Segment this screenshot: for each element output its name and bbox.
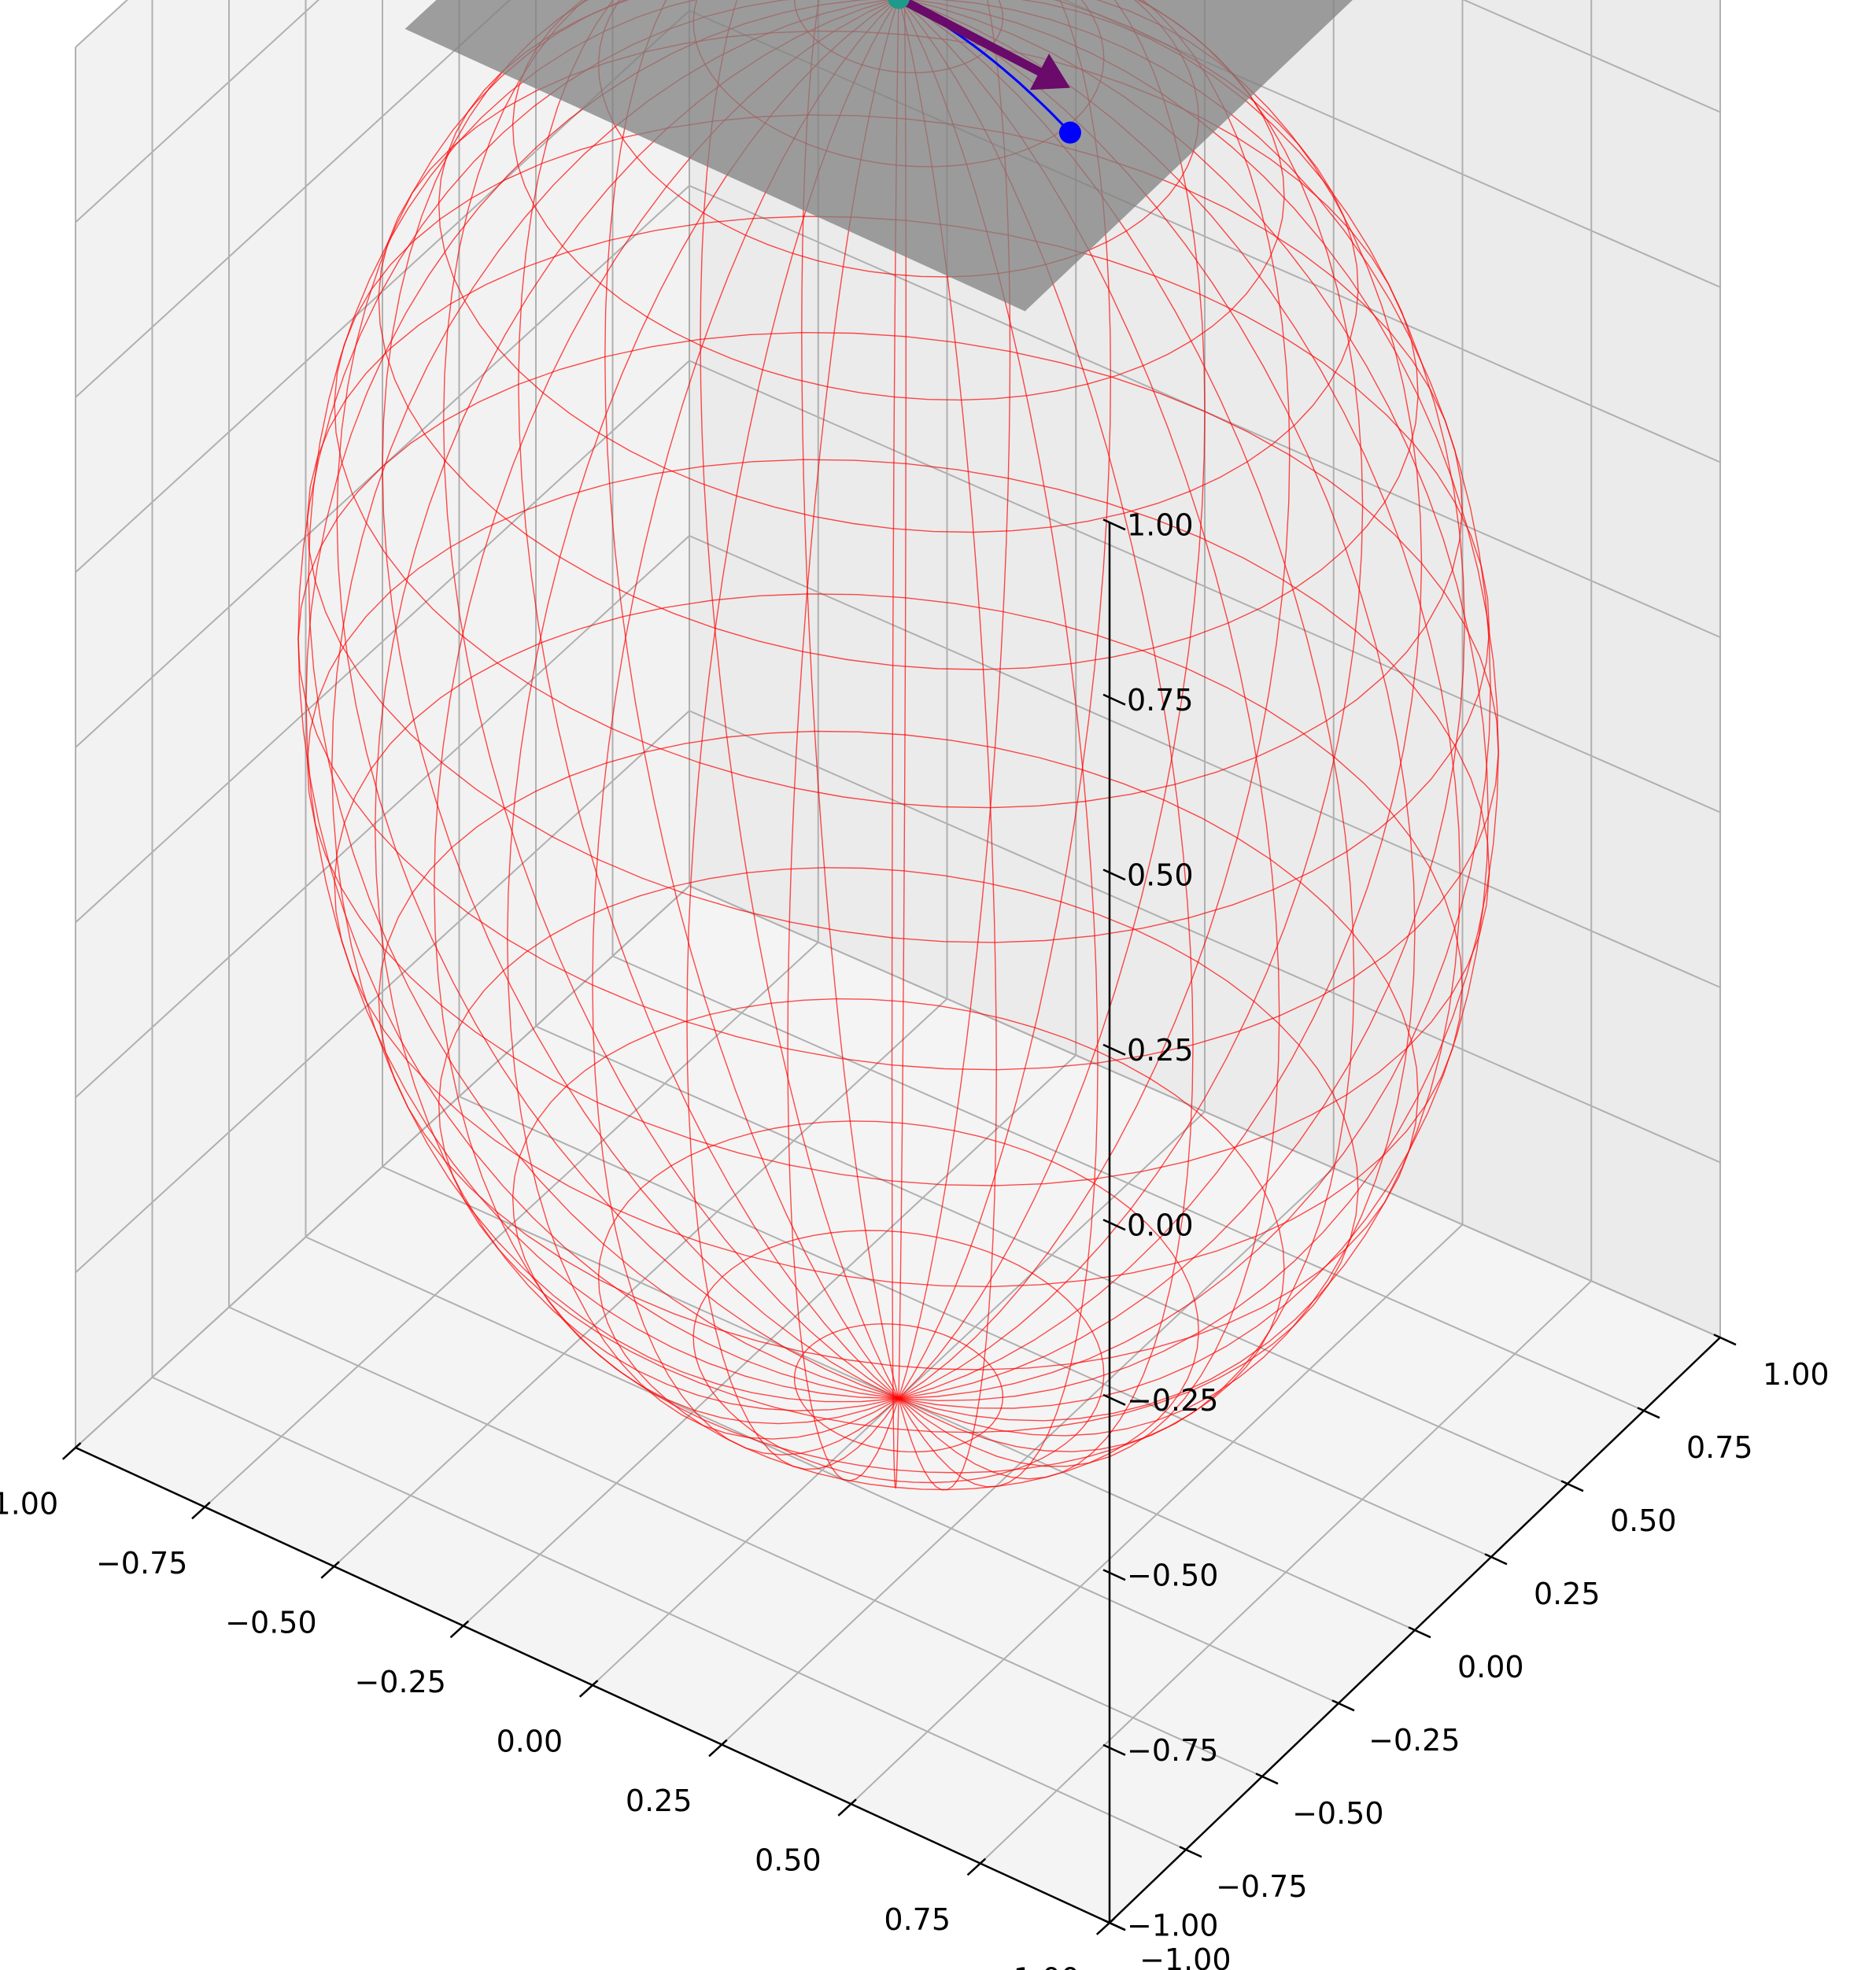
tick-marks [61, 518, 1737, 1935]
tick-mark [578, 1680, 599, 1698]
grid-line [721, 1168, 1335, 1746]
z-tick-label: −0.50 [1127, 1559, 1218, 1593]
sphere-meridian [374, 0, 899, 1411]
x-tick-label: −0.25 [354, 1665, 445, 1699]
tick-mark [1484, 1553, 1508, 1566]
x-tick-labels: −1.00 −0.75 −0.50 −0.25 0.00 0.25 0.50 0.75 1.00 [0, 1487, 1080, 1970]
sphere-meridian [507, 0, 899, 1440]
tangent-vector [895, 0, 1070, 90]
pane-floor [76, 886, 1720, 1923]
y-tick-label: −0.75 [1216, 1869, 1307, 1904]
sphere-meridian [891, 0, 899, 1489]
tick-mark [1713, 1334, 1737, 1346]
x-tick-label: −0.50 [225, 1606, 316, 1640]
grid-line [535, 1025, 1568, 1485]
tick-mark [191, 1501, 211, 1520]
sphere-meridian [898, 0, 1416, 1437]
tick-mark [1255, 1773, 1279, 1785]
tick-mark [708, 1739, 728, 1758]
sphere-meridian [898, 0, 1206, 1399]
sphere-meridian [898, 0, 1011, 1399]
y-tick-label: 0.25 [1534, 1577, 1601, 1611]
z-tick-label: 0.25 [1127, 1033, 1194, 1068]
tick-mark [1560, 1480, 1584, 1492]
grid-line [980, 1280, 1592, 1865]
tick-mark [1102, 518, 1126, 531]
grid-line [459, 1095, 1492, 1558]
tick-mark [320, 1561, 340, 1579]
grid-line [75, 0, 511, 398]
tick-mark [1179, 1846, 1202, 1858]
tick-mark [1637, 1407, 1660, 1419]
z-tick-label: 0.00 [1127, 1208, 1194, 1243]
tangent-plane [404, 0, 1353, 312]
tick-mark [1102, 1919, 1126, 1931]
tick-mark [1102, 1043, 1126, 1056]
x-tick-label: 0.00 [497, 1725, 563, 1759]
y-tick-label: −0.50 [1292, 1796, 1383, 1831]
tick-mark [1095, 1917, 1116, 1935]
sphere-meridian [331, 0, 899, 1403]
sphere-meridian [382, 0, 899, 1400]
z-tick-label: 0.50 [1127, 858, 1194, 893]
tick-mark [1102, 1743, 1126, 1756]
sphere-meridian [898, 0, 1355, 1452]
end-point [1058, 121, 1081, 144]
z-tick-label: 0.75 [1127, 683, 1194, 718]
tick-mark [966, 1857, 987, 1876]
tick-mark [1102, 1569, 1126, 1581]
y-tick-label: −0.25 [1368, 1723, 1460, 1758]
z-tick-labels: −1.00 −0.75 −0.50 −0.25 0.00 0.25 0.50 0.75 1.00 [1127, 508, 1218, 1943]
y-tick-label: 0.00 [1457, 1650, 1524, 1684]
sphere-meridian [518, 0, 899, 1400]
grid-line [75, 0, 320, 223]
sphere-meridian [898, 0, 1112, 1399]
x-tick-label: 1.00 [1014, 1962, 1080, 1970]
tick-mark [449, 1620, 470, 1639]
grid-line [689, 885, 1721, 1338]
x-tick-label: −0.75 [96, 1546, 187, 1581]
sphere-meridian [898, 0, 997, 1491]
sphere-meridian [442, 0, 899, 1400]
y-tick-label: 0.50 [1610, 1503, 1677, 1538]
tick-mark [1102, 693, 1126, 706]
sphere-meridian [434, 0, 899, 1425]
base-point [888, 0, 910, 9]
tick-mark [1102, 1393, 1126, 1406]
sphere-meridian [592, 0, 899, 1455]
sphere-meridian [898, 0, 1364, 1400]
x-tick-label: 0.50 [755, 1843, 822, 1878]
tick-mark [1102, 1219, 1126, 1231]
sphere-meridian [898, 0, 907, 1399]
sphere-meridian [898, 0, 1461, 1422]
grid-line [612, 955, 1645, 1411]
x-tick-label: −1.00 [0, 1487, 58, 1522]
x-tick-label: 0.75 [884, 1902, 951, 1937]
tick-mark [1408, 1626, 1431, 1639]
sphere-meridian [787, 0, 899, 1481]
tick-mark [1331, 1699, 1355, 1712]
tick-mark [837, 1798, 857, 1817]
sphere-meridian [604, 0, 899, 1399]
y-tick-label: 0.75 [1686, 1430, 1753, 1465]
grid-line [1462, 0, 1721, 113]
sphere-meridian [700, 0, 899, 1399]
y-tick-label: −1.00 [1139, 1942, 1231, 1970]
tick-mark [1102, 869, 1126, 881]
z-tick-label: 1.00 [1127, 508, 1194, 543]
sphere-meridian [801, 0, 899, 1399]
tick-mark [61, 1442, 82, 1460]
z-tick-label: −1.00 [1127, 1909, 1218, 1943]
x-tick-label: 0.25 [626, 1784, 692, 1818]
sphere-meridian [686, 0, 899, 1470]
grid-line [850, 1223, 1464, 1805]
y-tick-label: 1.00 [1763, 1357, 1830, 1392]
sphere-meridian [898, 0, 1489, 1409]
z-tick-label: −0.75 [1127, 1733, 1218, 1768]
y-tick-labels: −1.00 −0.75 −0.50 −0.25 0.00 0.25 0.50 0.75 1.00 [1139, 1357, 1830, 1970]
z-tick-label: −0.25 [1127, 1383, 1218, 1418]
